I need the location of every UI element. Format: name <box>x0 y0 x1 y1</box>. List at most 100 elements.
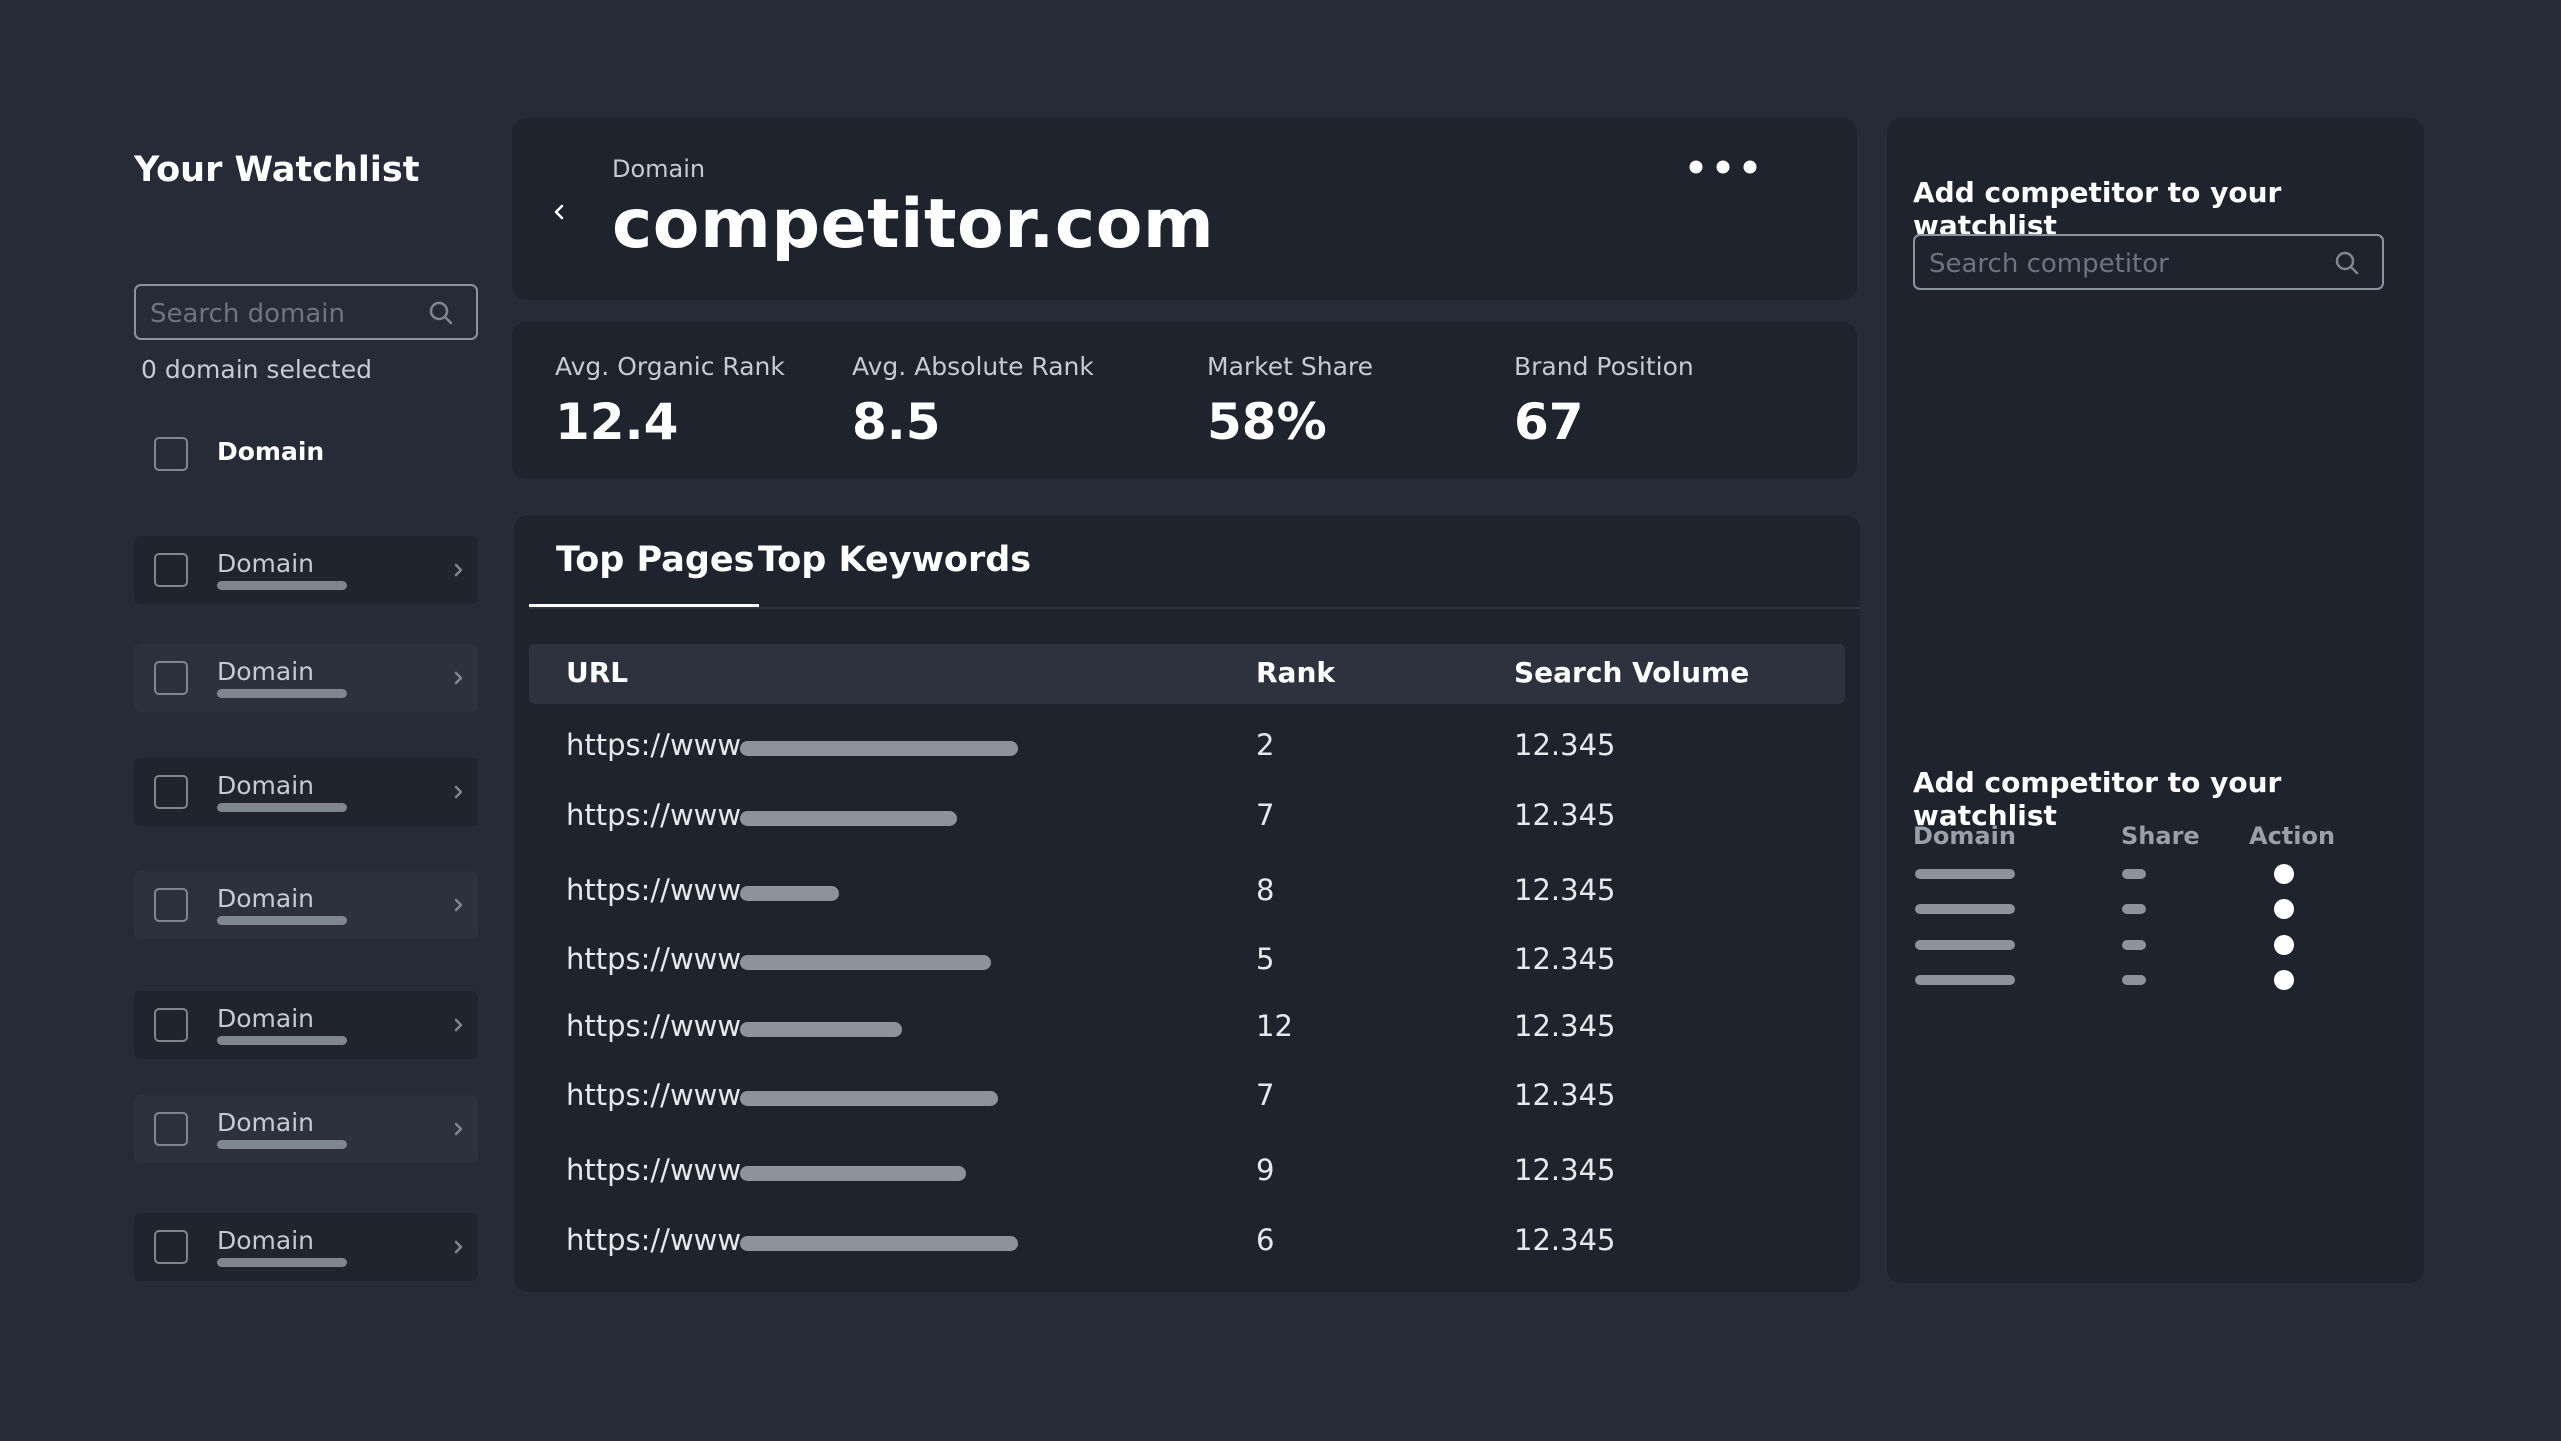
select-all-checkbox[interactable] <box>154 437 188 471</box>
table-row[interactable]: https://www 12 12.345 <box>514 1005 1860 1053</box>
watchlist-item-label: Domain <box>217 884 315 913</box>
watchlist-item-checkbox[interactable] <box>154 1112 188 1146</box>
add-competitor-title: Add competitor to your watchlist <box>1913 176 2282 242</box>
watchlist-item-bar <box>217 1258 347 1267</box>
watchlist-item[interactable]: Domain <box>134 871 478 939</box>
domain-kicker: Domain <box>612 155 706 183</box>
row-rank: 2 <box>1256 728 1275 762</box>
row-rank: 8 <box>1256 873 1275 907</box>
action-dot-icon[interactable] <box>2274 864 2294 884</box>
watchlist-item-checkbox[interactable] <box>154 1008 188 1042</box>
table-row[interactable]: https://www 6 12.345 <box>514 1219 1860 1267</box>
watchlist-item-label: Domain <box>217 771 315 800</box>
domain-placeholder-bar <box>1915 904 2015 914</box>
row-rank: 9 <box>1256 1153 1275 1187</box>
table-row[interactable]: https://www 9 12.345 <box>514 1149 1860 1197</box>
search-icon[interactable] <box>422 294 462 334</box>
url-placeholder-bar <box>740 1166 966 1181</box>
competitor-list-title: Add competitor to your watchlist <box>1913 766 2282 832</box>
chevron-right-icon[interactable] <box>452 1015 466 1035</box>
competitor-panel: Add competitor to your watchlist Search … <box>1887 118 2424 1283</box>
chevron-right-icon[interactable] <box>452 1119 466 1139</box>
watchlist-item[interactable]: Domain <box>134 758 478 826</box>
chevron-right-icon[interactable] <box>452 668 466 688</box>
column-header-search-volume[interactable]: Search Volume <box>1514 656 1750 689</box>
chevron-right-icon[interactable] <box>452 1237 466 1257</box>
watchlist-item-label: Domain <box>217 1108 315 1137</box>
domain-placeholder-bar <box>1915 940 2015 950</box>
row-url[interactable]: https://www <box>566 1009 742 1043</box>
column-header-url[interactable]: URL <box>566 656 629 689</box>
url-placeholder-bar <box>740 1091 998 1106</box>
row-rank: 5 <box>1256 942 1275 976</box>
share-placeholder-bar <box>2122 869 2146 879</box>
table-row[interactable]: https://www 7 12.345 <box>514 1074 1860 1122</box>
watchlist-item-checkbox[interactable] <box>154 1230 188 1264</box>
competitor-row <box>1887 859 2424 889</box>
row-search-volume: 12.345 <box>1514 1223 1616 1257</box>
table-row[interactable]: https://www 7 12.345 <box>514 794 1860 842</box>
table-row[interactable]: https://www 8 12.345 <box>514 869 1860 917</box>
row-rank: 6 <box>1256 1223 1275 1257</box>
metric-avg-organic-rank: Avg. Organic Rank 12.4 <box>555 352 785 451</box>
domain-column-header: Domain <box>217 437 325 466</box>
url-placeholder-bar <box>740 1236 1018 1251</box>
row-rank: 7 <box>1256 1078 1275 1112</box>
metric-label: Market Share <box>1207 352 1374 381</box>
column-header-share: Share <box>2121 822 2200 850</box>
action-dot-icon[interactable] <box>2274 935 2294 955</box>
tab-top-keywords[interactable]: Top Keywords <box>758 540 1032 580</box>
row-rank: 7 <box>1256 798 1275 832</box>
row-search-volume: 12.345 <box>1514 798 1616 832</box>
watchlist-item-checkbox[interactable] <box>154 553 188 587</box>
chevron-right-icon[interactable] <box>452 895 466 915</box>
domain-placeholder-bar <box>1915 975 2015 985</box>
metric-label: Avg. Absolute Rank <box>852 352 1094 381</box>
row-url[interactable]: https://www <box>566 873 742 907</box>
row-url[interactable]: https://www <box>566 1078 742 1112</box>
table-row[interactable]: https://www 5 12.345 <box>514 938 1860 986</box>
watchlist-item-checkbox[interactable] <box>154 775 188 809</box>
url-placeholder-bar <box>740 886 839 901</box>
row-search-volume: 12.345 <box>1514 1078 1616 1112</box>
top-pages-card: Top Pages Top Keywords URL Rank Search V… <box>514 515 1860 1292</box>
action-dot-icon[interactable] <box>2274 970 2294 990</box>
watchlist-item[interactable]: Domain <box>134 1213 478 1281</box>
row-search-volume: 12.345 <box>1514 1009 1616 1043</box>
action-dot-icon[interactable] <box>2274 899 2294 919</box>
chevron-right-icon[interactable] <box>452 560 466 580</box>
watchlist-item[interactable]: Domain <box>134 1095 478 1163</box>
row-url[interactable]: https://www <box>566 1223 742 1257</box>
column-header-action: Action <box>2249 822 2336 850</box>
row-url[interactable]: https://www <box>566 942 742 976</box>
tab-top-pages[interactable]: Top Pages <box>556 540 755 580</box>
watchlist-item-checkbox[interactable] <box>154 661 188 695</box>
row-url[interactable]: https://www <box>566 798 742 832</box>
row-search-volume: 12.345 <box>1514 728 1616 762</box>
watchlist-item[interactable]: Domain <box>134 536 478 604</box>
watchlist-item[interactable]: Domain <box>134 644 478 712</box>
metric-avg-absolute-rank: Avg. Absolute Rank 8.5 <box>852 352 1094 451</box>
competitor-row <box>1887 894 2424 924</box>
url-placeholder-bar <box>740 741 1018 756</box>
url-placeholder-bar <box>740 811 957 826</box>
watchlist-item-checkbox[interactable] <box>154 888 188 922</box>
watchlist-item-bar <box>217 1140 347 1149</box>
domain-search-input[interactable]: Search domain <box>134 284 478 340</box>
row-url[interactable]: https://www <box>566 1153 742 1187</box>
table-row[interactable]: https://www 2 12.345 <box>514 724 1860 772</box>
metric-value: 58% <box>1207 393 1327 451</box>
row-url[interactable]: https://www <box>566 728 742 762</box>
watchlist-item[interactable]: Domain <box>134 991 478 1059</box>
table-header: URL Rank Search Volume <box>529 644 1845 704</box>
column-header-rank[interactable]: Rank <box>1256 656 1336 689</box>
metric-label: Avg. Organic Rank <box>555 352 785 381</box>
search-icon[interactable] <box>2328 244 2368 284</box>
competitor-search-input[interactable]: Search competitor <box>1913 234 2384 290</box>
chevron-right-icon[interactable] <box>452 782 466 802</box>
domain-placeholder-bar <box>1915 869 2015 879</box>
metrics-card: Avg. Organic Rank 12.4 Avg. Absolute Ran… <box>512 322 1857 479</box>
chevron-left-icon[interactable] <box>550 198 568 226</box>
more-horizontal-icon[interactable] <box>1687 158 1767 176</box>
watchlist-item-bar <box>217 803 347 812</box>
